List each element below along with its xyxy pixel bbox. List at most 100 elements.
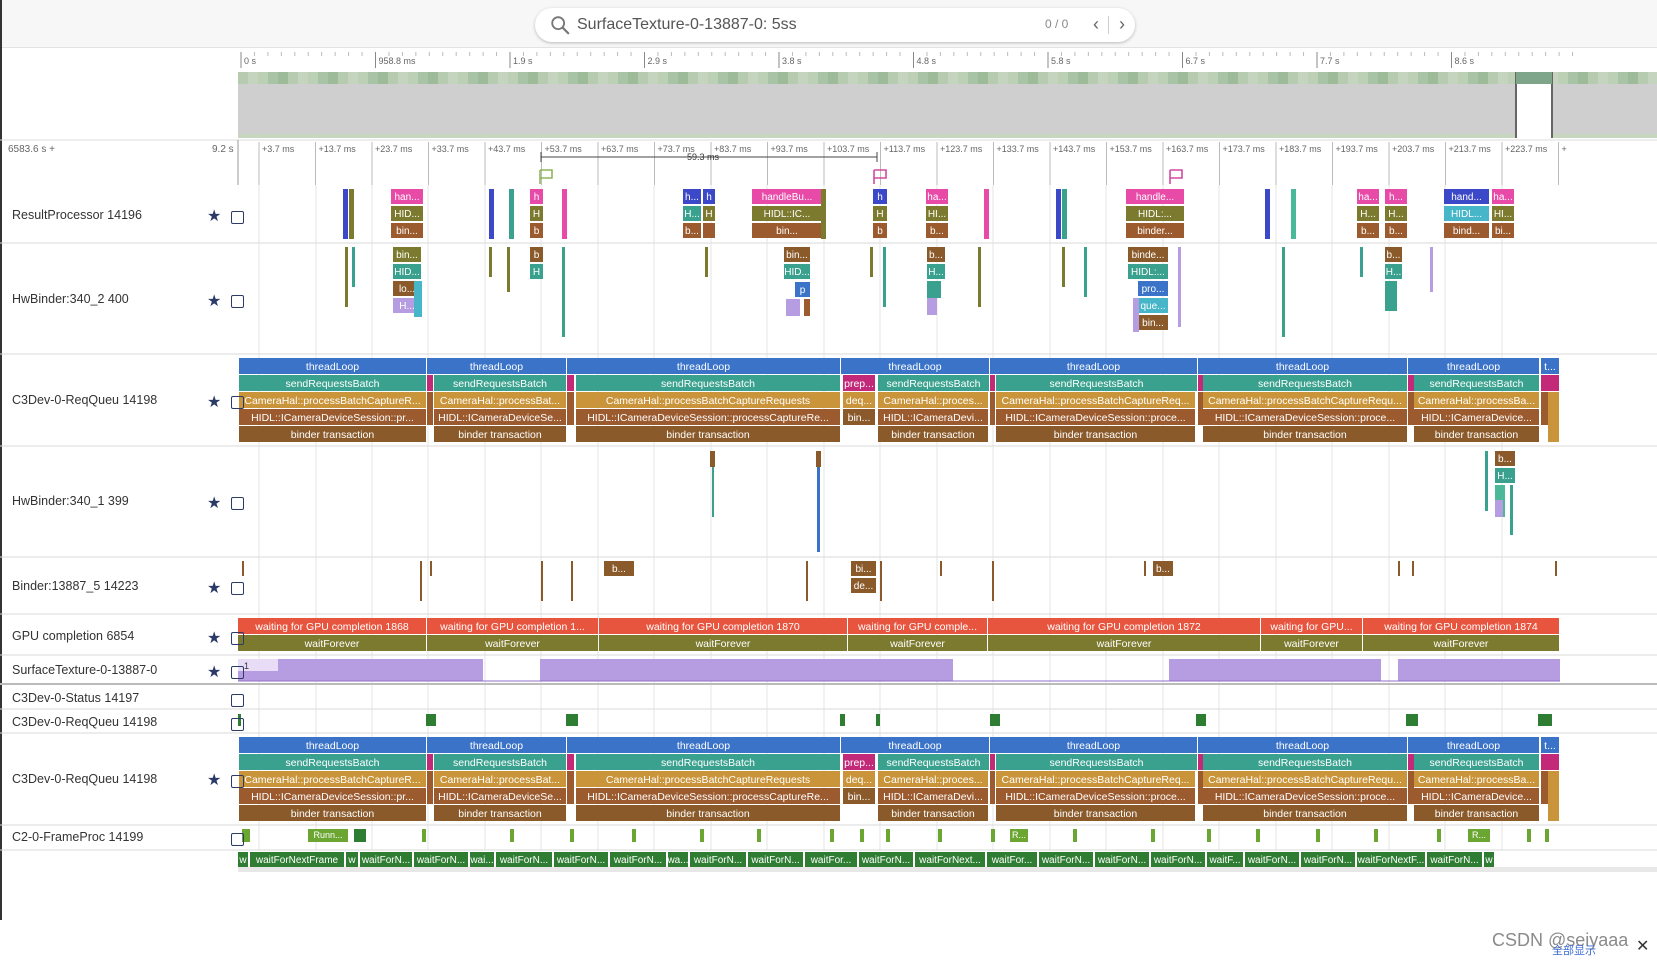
slice[interactable]: [567, 754, 574, 770]
slice[interactable]: [1198, 392, 1203, 425]
slice[interactable]: [1408, 737, 1539, 753]
slice[interactable]: [1414, 375, 1539, 391]
counter-bar[interactable]: [540, 659, 953, 681]
flag-icon[interactable]: [539, 169, 553, 184]
thin-slice[interactable]: [860, 829, 864, 842]
slice[interactable]: [239, 754, 426, 770]
slice[interactable]: [427, 392, 433, 425]
thin-slice[interactable]: [806, 561, 808, 601]
flag-icon[interactable]: [1169, 169, 1183, 184]
thin-slice[interactable]: [927, 281, 941, 298]
slice[interactable]: [1414, 754, 1539, 770]
slice[interactable]: [239, 392, 426, 408]
thin-slice[interactable]: [510, 829, 514, 842]
slice[interactable]: [1138, 298, 1168, 313]
slice[interactable]: [990, 358, 1197, 374]
slice[interactable]: [1408, 392, 1414, 425]
slice[interactable]: [1261, 635, 1362, 651]
slice[interactable]: [703, 206, 715, 221]
slice[interactable]: [434, 788, 566, 804]
thin-slice[interactable]: [984, 189, 989, 239]
slice[interactable]: [843, 392, 875, 408]
slice[interactable]: [414, 852, 468, 867]
star-icon[interactable]: ★: [207, 664, 222, 681]
thin-slice[interactable]: [700, 829, 704, 842]
slice[interactable]: [239, 737, 426, 753]
slice[interactable]: [599, 618, 847, 634]
slice[interactable]: [1385, 189, 1407, 204]
thin-slice[interactable]: [883, 247, 886, 307]
timeline-canvas[interactable]: 0 s 958.8 ms 1.9 s 2.9 s 3.8 s 4.8 s 5.8 s 6.7 …: [0, 48, 1657, 920]
slice[interactable]: [1357, 206, 1379, 221]
thin-slice[interactable]: [1178, 247, 1181, 327]
slice[interactable]: [996, 426, 1195, 442]
slice[interactable]: [752, 223, 822, 238]
slice[interactable]: [238, 635, 426, 651]
track-name[interactable]: C3Dev-0-ReqQueu 14198: [12, 772, 158, 786]
slice[interactable]: [576, 409, 840, 425]
slice[interactable]: [1414, 771, 1539, 787]
slice[interactable]: [239, 771, 426, 787]
slice[interactable]: [427, 737, 566, 753]
thin-slice[interactable]: [242, 829, 250, 842]
thin-slice[interactable]: [1291, 189, 1296, 239]
slice[interactable]: [1541, 375, 1559, 391]
star-icon[interactable]: ★: [207, 772, 222, 789]
slice[interactable]: [610, 852, 666, 867]
thin-slice[interactable]: [1151, 829, 1155, 842]
star-icon[interactable]: ★: [207, 580, 222, 597]
track-name[interactable]: C3Dev-0-ReqQueu 14198: [12, 393, 158, 407]
slice[interactable]: [784, 264, 810, 279]
slice[interactable]: [1495, 451, 1515, 466]
slice[interactable]: [427, 358, 566, 374]
slice[interactable]: [427, 754, 433, 770]
thin-slice[interactable]: [1360, 247, 1363, 277]
slice[interactable]: [1126, 223, 1184, 238]
thin-slice[interactable]: [1133, 298, 1139, 332]
track-name[interactable]: HwBinder:340_2 400: [12, 292, 129, 306]
pin-track-icon[interactable]: [231, 295, 244, 308]
slice[interactable]: [1010, 829, 1028, 842]
star-icon[interactable]: ★: [207, 394, 222, 411]
slice[interactable]: [784, 247, 810, 262]
slice[interactable]: [1541, 358, 1559, 374]
slice[interactable]: [752, 189, 822, 204]
slice[interactable]: [391, 206, 423, 221]
slice[interactable]: [530, 247, 543, 262]
slice[interactable]: [1126, 189, 1184, 204]
thin-slice[interactable]: [786, 299, 800, 316]
slice[interactable]: [530, 264, 543, 279]
pin-track-icon[interactable]: [231, 582, 244, 595]
slice[interactable]: [496, 852, 552, 867]
thin-slice[interactable]: [992, 561, 994, 601]
slice[interactable]: [873, 206, 887, 221]
slice[interactable]: [843, 754, 875, 770]
slice[interactable]: [239, 426, 426, 442]
slice[interactable]: [927, 264, 945, 279]
thin-slice[interactable]: [886, 829, 890, 842]
thin-slice[interactable]: [880, 561, 882, 601]
counter-bar[interactable]: [1169, 659, 1381, 681]
track-name[interactable]: ResultProcessor 14196: [12, 208, 142, 222]
slice[interactable]: [1128, 247, 1168, 262]
slice[interactable]: [996, 375, 1197, 391]
slice[interactable]: [683, 189, 701, 204]
slice[interactable]: [990, 771, 995, 804]
thin-slice[interactable]: [541, 561, 543, 601]
thin-slice[interactable]: [1144, 561, 1146, 576]
slice[interactable]: [795, 282, 810, 297]
slice[interactable]: [576, 392, 840, 408]
slice[interactable]: [238, 852, 248, 867]
thin-slice[interactable]: [352, 247, 355, 287]
slice[interactable]: [567, 358, 840, 374]
slice[interactable]: [1444, 189, 1489, 204]
thin-slice[interactable]: [757, 829, 761, 842]
thin-slice[interactable]: [1385, 281, 1397, 311]
thin-slice[interactable]: [990, 714, 1000, 726]
slice[interactable]: [996, 788, 1195, 804]
slice[interactable]: [1153, 561, 1173, 576]
thin-slice[interactable]: [876, 714, 880, 726]
slice[interactable]: [878, 426, 988, 442]
slice[interactable]: [748, 852, 803, 867]
slice[interactable]: [1444, 223, 1489, 238]
